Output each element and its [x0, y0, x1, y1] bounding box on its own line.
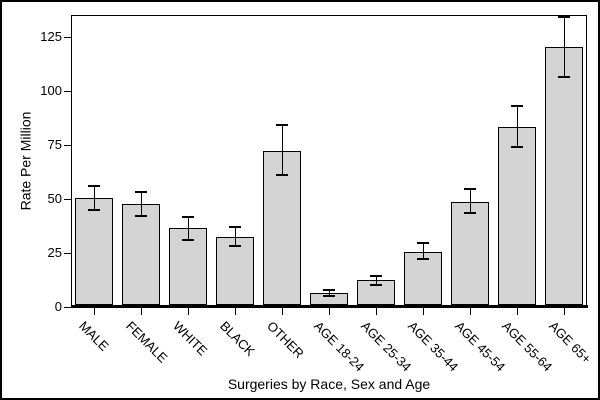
- x-tick: [563, 308, 565, 315]
- x-tick: [422, 308, 424, 315]
- y-axis-title-text: Rate Per Million: [17, 111, 34, 211]
- y-tick-label: 125: [40, 28, 62, 44]
- error-bar-cap-top: [182, 216, 195, 219]
- error-bar-cap-top: [369, 274, 382, 277]
- x-tick: [516, 308, 518, 315]
- error-bar-stem: [188, 217, 190, 240]
- bar: [403, 251, 442, 305]
- error-bar-stem: [94, 185, 96, 210]
- error-bar-cap-bottom: [463, 211, 476, 214]
- error-bar-cap-top: [88, 184, 101, 187]
- error-bar-cap-top: [416, 242, 429, 245]
- error-bar-cap-bottom: [182, 238, 195, 241]
- bar: [450, 202, 489, 305]
- error-bar-stem: [329, 289, 330, 297]
- bar: [544, 47, 583, 305]
- x-tick-label: WHITE: [170, 318, 211, 359]
- error-bar-stem: [141, 192, 143, 217]
- x-tick: [375, 308, 377, 315]
- x-tick: [141, 308, 143, 315]
- y-tick: [64, 36, 71, 38]
- y-tick: [64, 252, 71, 254]
- error-bar-cap-top: [557, 16, 570, 19]
- x-tick: [469, 308, 471, 315]
- bar: [169, 228, 208, 305]
- error-bar-cap-bottom: [510, 145, 523, 148]
- x-tick: [235, 308, 237, 315]
- x-axis-line: [71, 305, 588, 308]
- error-bar-cap-bottom: [416, 258, 429, 261]
- y-tick: [64, 307, 71, 308]
- error-bar-cap-bottom: [369, 284, 382, 287]
- error-bar-cap-bottom: [276, 174, 289, 177]
- error-bar-stem: [563, 17, 565, 77]
- y-tick: [64, 198, 71, 200]
- error-bar-cap-top: [135, 191, 148, 194]
- x-tick-label: AGE 65+: [545, 318, 594, 367]
- error-bar-cap-top: [229, 225, 242, 228]
- bar: [75, 197, 114, 305]
- error-bar-stem: [235, 226, 237, 247]
- error-bar-cap-bottom: [135, 215, 148, 218]
- error-bar-stem: [282, 125, 284, 176]
- x-axis-title: Surgeries by Race, Sex and Age: [227, 376, 431, 392]
- error-bar-cap-bottom: [229, 245, 242, 248]
- error-bar-stem: [422, 243, 424, 260]
- x-tick: [94, 308, 96, 315]
- x-tick-label: BLACK: [217, 318, 259, 360]
- bar: [216, 236, 255, 305]
- y-axis-title: Rate Per Million: [2, 15, 48, 307]
- error-bar-stem: [469, 189, 471, 213]
- x-tick-label: MALE: [76, 318, 113, 354]
- y-tick-label: 75: [47, 136, 62, 152]
- error-bar-cap-top: [510, 104, 523, 107]
- x-tick: [329, 308, 330, 315]
- error-bar-stem: [516, 105, 518, 147]
- error-bar-cap-top: [463, 188, 476, 191]
- y-tick: [64, 144, 71, 146]
- error-bar-cap-bottom: [557, 75, 570, 78]
- x-tick-label: FEMALE: [123, 318, 171, 366]
- y-tick-label: 0: [54, 299, 62, 314]
- y-tick-label: 50: [47, 190, 62, 206]
- error-bar-cap-bottom: [88, 208, 101, 211]
- bar: [263, 151, 302, 305]
- error-bar-cap-bottom: [323, 295, 335, 298]
- y-tick: [64, 90, 71, 92]
- bar: [122, 204, 161, 305]
- x-tick: [188, 308, 190, 315]
- y-tick-label: 100: [40, 82, 62, 98]
- y-tick-label: 25: [47, 244, 62, 260]
- error-bar-cap-top: [276, 124, 289, 127]
- error-bar-stem: [375, 275, 377, 286]
- x-tick: [282, 308, 284, 315]
- error-bar-cap-top: [323, 288, 335, 291]
- x-tick-label: OTHER: [264, 318, 307, 362]
- bar: [497, 127, 536, 305]
